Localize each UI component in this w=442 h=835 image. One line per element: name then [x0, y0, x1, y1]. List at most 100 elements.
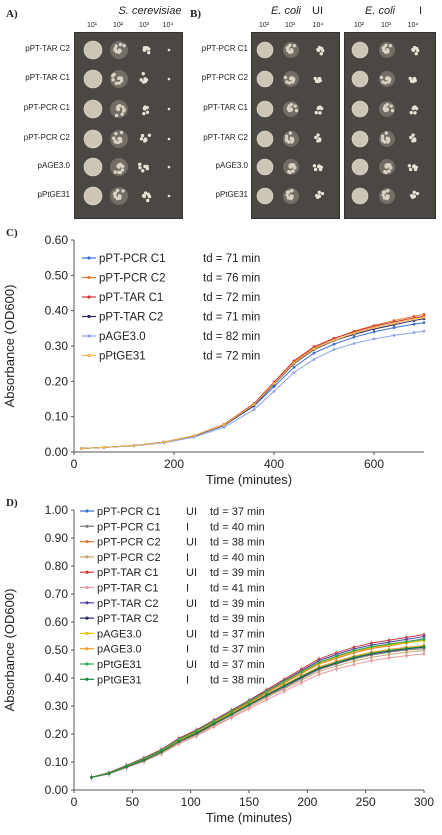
legend-doubling-time: td = 37 min [210, 506, 265, 518]
data-point [212, 721, 216, 725]
data-point [405, 654, 408, 657]
data-point [387, 649, 391, 652]
panel-c-label: C) [6, 227, 18, 239]
panel-a-row-label: pPT-TAR C2 [25, 44, 70, 53]
panel-b-row-label: pPT-PCR C1 [201, 44, 248, 53]
x-tick-label: 0 [71, 795, 78, 809]
data-point [282, 679, 286, 683]
plate-b-uninduced-spot-confluent [256, 100, 274, 118]
data-point [412, 322, 416, 326]
plate-b-induced-spot-sparse [379, 131, 395, 147]
legend-doubling-time: td = 40 min [210, 552, 265, 564]
legend-condition: I [186, 644, 189, 656]
y-tick-label: 1.00 [45, 503, 69, 517]
data-point [292, 365, 296, 369]
legend-condition: I [186, 521, 189, 533]
plate-a-spot-sparse [142, 46, 151, 55]
x-tick-label: 200 [297, 795, 317, 809]
panel-b-dilution-label-induced: 10³ [380, 22, 392, 29]
plate-b-uninduced-spot-sparse [312, 164, 324, 172]
plate-a-spot-sparse [110, 130, 128, 148]
panel-a-dilution-label: 10² [112, 22, 124, 29]
data-point [405, 646, 408, 650]
data-point [282, 690, 286, 693]
y-tick-label: 0.70 [45, 587, 69, 601]
data-point [272, 385, 276, 389]
legend-condition: UI [186, 567, 197, 579]
y-tick-label: 0.40 [45, 671, 69, 685]
legend-label: pPT-TAR C1 [97, 583, 159, 595]
plate-b-induced-spot-sparse [379, 159, 395, 175]
panel-a-row-label: pPtGE31 [37, 190, 70, 199]
data-point [247, 703, 251, 706]
data-point [300, 681, 303, 685]
plate-b-uninduced-spot-sparse [313, 76, 322, 84]
data-point [230, 716, 233, 720]
panel-b-row-label: pPT-TAR C1 [203, 103, 248, 112]
legend-label: pPT-TAR C2 [97, 613, 159, 625]
data-point [312, 358, 316, 361]
series-line [91, 653, 425, 778]
data-point [422, 649, 426, 652]
plate-b-uninduced-spot-confluent [256, 158, 274, 176]
data-point [265, 698, 268, 702]
plate-b-uninduced-spot-sparse [314, 105, 324, 115]
y-tick-label: 0.30 [45, 339, 69, 353]
legend-doubling-time: td = 39 min [210, 598, 265, 610]
plate-b-uninduced-spot-sparse [283, 188, 299, 204]
data-point [332, 342, 336, 346]
panel-b-plate-induced [344, 32, 436, 219]
legend-condition: UI [186, 659, 197, 671]
legend-marker [85, 677, 89, 681]
data-point [125, 765, 128, 769]
plate-b-induced-spot-sparse [379, 188, 395, 204]
plate-b-induced-spot-sparse [409, 105, 419, 115]
panel-b-cond-left: UI [312, 5, 323, 17]
legend-condition: I [186, 674, 189, 686]
legend-marker [85, 647, 89, 651]
legend-condition: I [186, 583, 189, 595]
data-point [300, 670, 303, 674]
plate-a-spot-sparse [110, 100, 128, 118]
plate-b-induced-spot-sparse [407, 164, 419, 172]
data-point [352, 649, 356, 652]
plate-a-spot-confluent [83, 186, 103, 206]
plate-a-spot-sparse [139, 133, 152, 143]
data-point [292, 359, 296, 363]
legend-marker [85, 540, 89, 544]
legend-doubling-time: td = 40 min [210, 521, 265, 533]
plate-a-spot-sparse [110, 158, 128, 176]
panel-a-title: S. cerevisiae [118, 5, 182, 17]
plate-a-spot-sparse [138, 162, 150, 173]
plate-b-uninduced-spot-sparse [283, 42, 299, 58]
plate-b-induced-spot-sparse [408, 76, 417, 84]
data-point [372, 330, 376, 334]
data-point [422, 329, 426, 333]
x-tick-label: 150 [239, 795, 259, 809]
data-point [335, 660, 338, 664]
data-point [142, 758, 146, 762]
plate-b-uninduced-spot-sparse [283, 159, 299, 175]
data-point [312, 351, 316, 355]
plate-a-spot-confluent [83, 69, 103, 89]
data-point [412, 317, 416, 321]
y-tick-label: 0.60 [45, 615, 69, 629]
legend-doubling-time: td = 37 min [210, 659, 265, 671]
data-point [412, 331, 416, 334]
legend-marker [87, 353, 91, 358]
panel-d-chart: 0.00 0.10 0.20 0.30 0.40 0.50 0.60 0.70 0.80 0.90… [2, 503, 434, 825]
legend-marker [87, 334, 91, 338]
legend-doubling-time: td = 72 min [203, 292, 260, 304]
plate-b-uninduced-spot-sparse [314, 133, 322, 143]
x-tick-label: 0 [71, 457, 78, 471]
panel-a-row-label: pPT-TAR C1 [25, 73, 70, 82]
x-axis-title: Time (minutes) [206, 810, 292, 825]
y-tick-label: 0.00 [45, 445, 69, 459]
plate-a-spot-sparse [167, 137, 171, 141]
data-point [102, 446, 106, 449]
data-point [352, 659, 356, 663]
data-point [352, 335, 356, 339]
plate-b-induced-spot-confluent [351, 130, 369, 148]
legend-doubling-time: td = 71 min [203, 253, 260, 265]
panel-b-plate-uninduced [251, 32, 340, 219]
